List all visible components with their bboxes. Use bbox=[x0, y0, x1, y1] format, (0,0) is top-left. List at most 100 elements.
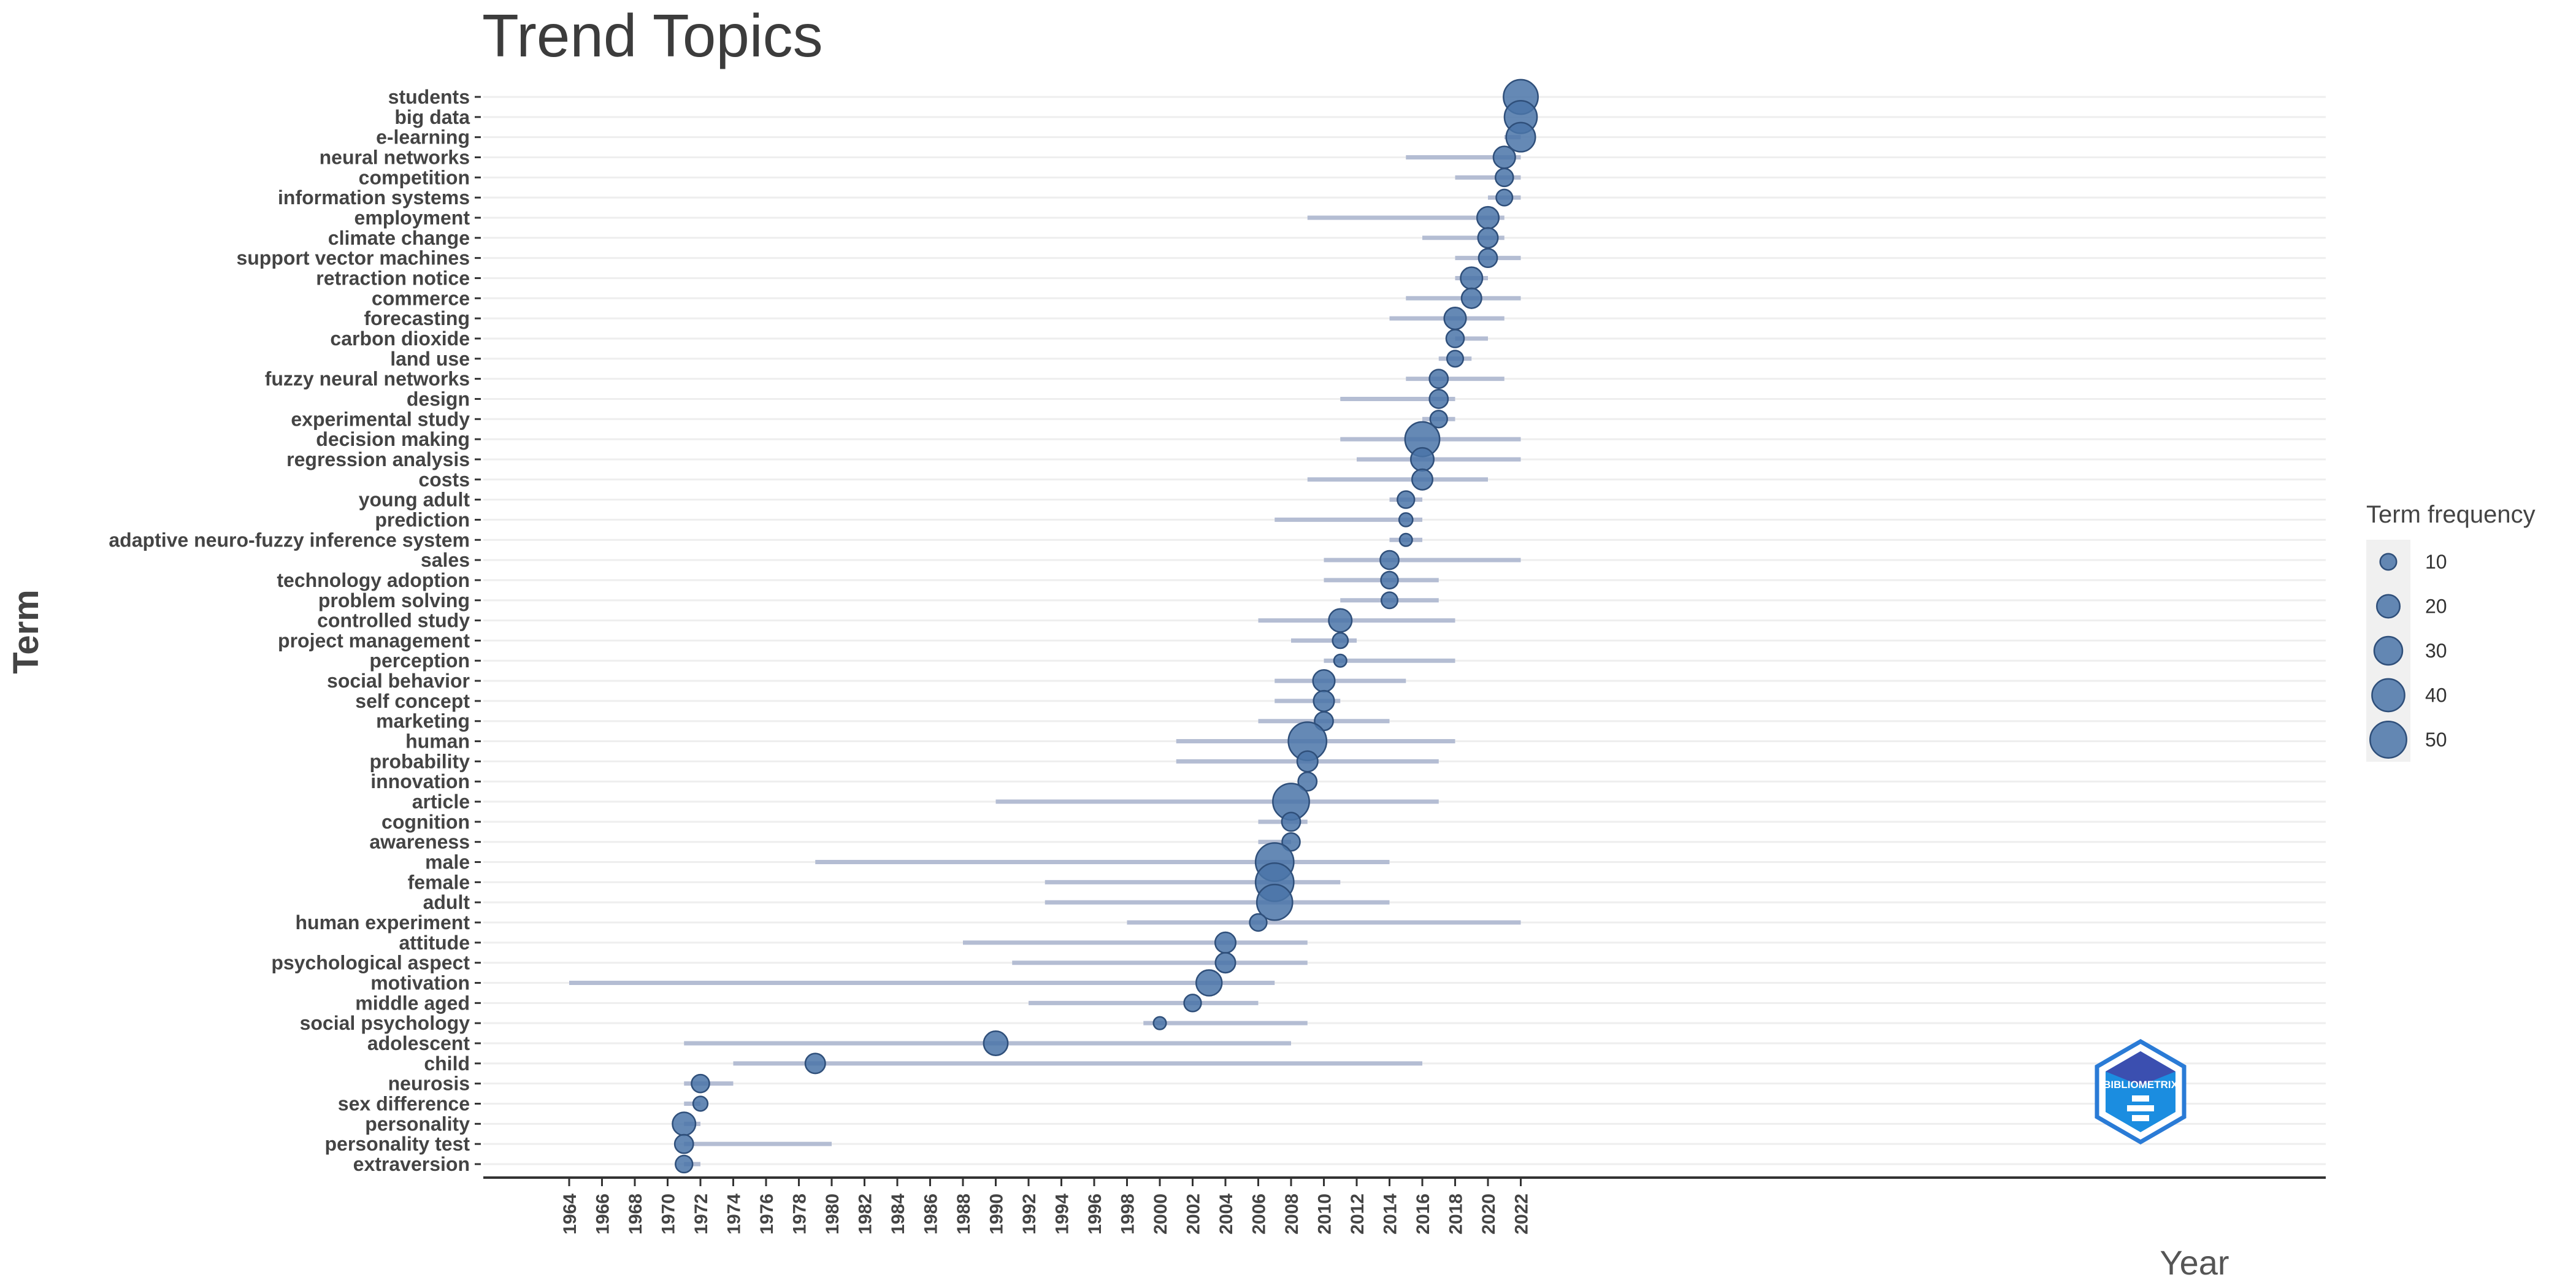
x-tick-label: 1966 bbox=[593, 1194, 613, 1235]
term-label: awareness bbox=[369, 831, 470, 853]
x-tick-label: 2012 bbox=[1347, 1194, 1368, 1235]
data-point bbox=[1195, 969, 1223, 997]
x-tick-label: 1974 bbox=[724, 1194, 745, 1235]
data-point bbox=[1249, 913, 1268, 932]
term-label: employment bbox=[355, 207, 470, 229]
term-label: male bbox=[425, 851, 470, 873]
data-point bbox=[1409, 447, 1435, 472]
data-point bbox=[1297, 771, 1318, 792]
term-label: project management bbox=[278, 629, 470, 651]
data-point bbox=[983, 1030, 1009, 1056]
data-point bbox=[1255, 883, 1294, 921]
x-axis: 1964 1966 1968 1970 1972 1974 1976 1978 1980 1982… bbox=[483, 1176, 2326, 1235]
term-label: competition bbox=[359, 166, 470, 188]
x-tick-label: 2020 bbox=[1479, 1194, 1499, 1235]
x-tick-label: 2022 bbox=[1512, 1194, 1532, 1235]
x-tick-label: 1982 bbox=[856, 1194, 876, 1235]
term-label: forecasting bbox=[364, 307, 470, 329]
logo-text: BIBLIOMETRIX bbox=[2103, 1079, 2178, 1091]
x-tick-label: 2004 bbox=[1216, 1194, 1236, 1235]
legend: Term frequency 10 20 30 40 50 bbox=[2366, 501, 2536, 762]
term-label: human bbox=[405, 730, 470, 753]
term-label: probability bbox=[369, 750, 470, 772]
x-tick-label: 1994 bbox=[1052, 1194, 1073, 1235]
term-label: adolescent bbox=[367, 1032, 470, 1054]
term-label: neurosis bbox=[388, 1073, 470, 1095]
data-point bbox=[1428, 369, 1449, 389]
x-tick-label: 2018 bbox=[1446, 1194, 1466, 1235]
logo-top-facet bbox=[2106, 1051, 2175, 1086]
data-point bbox=[1380, 570, 1399, 590]
term-label: land use bbox=[390, 348, 470, 370]
term-label: students bbox=[388, 86, 470, 108]
x-tick-label: 1972 bbox=[691, 1194, 711, 1235]
term-label: adaptive neuro-fuzzy inference system bbox=[109, 529, 470, 551]
data-point bbox=[1398, 532, 1413, 547]
term-label: social psychology bbox=[300, 1012, 470, 1034]
data-point bbox=[1313, 689, 1335, 712]
term-label: attitude bbox=[399, 932, 470, 954]
data-point bbox=[1495, 188, 1514, 207]
term-label: self concept bbox=[355, 690, 470, 712]
term-label: personality test bbox=[324, 1133, 470, 1155]
term-label: commerce bbox=[372, 287, 470, 309]
term-label: psychological aspect bbox=[271, 952, 470, 974]
x-tick-label: 1988 bbox=[954, 1194, 974, 1235]
legend-title: Term frequency bbox=[2366, 501, 2536, 528]
x-tick-label: 2008 bbox=[1282, 1194, 1302, 1235]
x-tick-label: 2010 bbox=[1315, 1194, 1335, 1235]
x-tick-label: 1990 bbox=[987, 1194, 1007, 1235]
term-label: carbon dioxide bbox=[330, 328, 470, 350]
data-point bbox=[1446, 350, 1465, 368]
x-tick-label: 1980 bbox=[822, 1194, 843, 1235]
legend-items: 10 20 30 40 50 bbox=[2369, 551, 2447, 759]
term-label: sales bbox=[421, 549, 470, 571]
legend-swatch bbox=[2379, 553, 2398, 571]
term-label: decision making bbox=[316, 428, 470, 450]
term-label: extraversion bbox=[353, 1153, 470, 1175]
data-point bbox=[1296, 750, 1319, 773]
term-label: middle aged bbox=[355, 992, 470, 1014]
term-label: big data bbox=[394, 106, 470, 128]
bibliometrix-logo: BIBLIOMETRIX bbox=[2095, 1038, 2187, 1145]
data-point bbox=[1428, 389, 1449, 409]
x-tick-label: 1986 bbox=[921, 1194, 941, 1235]
term-label: fuzzy neural networks bbox=[265, 368, 470, 390]
legend-label: 20 bbox=[2425, 596, 2447, 618]
term-label: female bbox=[408, 871, 470, 893]
x-tick-label: 1984 bbox=[888, 1194, 908, 1235]
legend-swatch bbox=[2369, 721, 2407, 759]
x-tick-label: 1968 bbox=[626, 1194, 646, 1235]
data-point bbox=[675, 1154, 694, 1174]
legend-label: 40 bbox=[2425, 684, 2447, 707]
data-point bbox=[1281, 811, 1301, 832]
term-label: neural networks bbox=[320, 146, 470, 168]
data-point bbox=[1214, 931, 1237, 954]
term-label: personality bbox=[365, 1113, 470, 1135]
logo-bar-2 bbox=[2127, 1105, 2154, 1111]
term-label: young adult bbox=[359, 489, 470, 511]
term-label: marketing bbox=[376, 710, 470, 732]
data-point bbox=[692, 1095, 709, 1112]
term-label: human experiment bbox=[295, 911, 470, 933]
logo-bar-3 bbox=[2132, 1115, 2149, 1121]
data-point bbox=[691, 1073, 710, 1094]
logo-bar-1 bbox=[2132, 1095, 2149, 1102]
x-tick-label: 2016 bbox=[1413, 1194, 1433, 1235]
data-point bbox=[1476, 205, 1500, 230]
data-point bbox=[1183, 994, 1202, 1013]
x-axis-title: Year bbox=[2160, 1243, 2229, 1282]
data-point bbox=[1429, 410, 1448, 429]
term-label: motivation bbox=[370, 972, 470, 994]
term-label: adult bbox=[423, 891, 470, 913]
data-point bbox=[1398, 512, 1414, 527]
data-point bbox=[804, 1052, 826, 1075]
term-label: costs bbox=[418, 469, 470, 491]
x-tick-label: 1976 bbox=[757, 1194, 777, 1235]
data-point bbox=[1445, 329, 1465, 348]
term-label: information systems bbox=[278, 186, 470, 209]
term-label: child bbox=[424, 1052, 470, 1075]
term-label: climate change bbox=[328, 227, 470, 249]
term-label: experimental study bbox=[291, 408, 470, 430]
